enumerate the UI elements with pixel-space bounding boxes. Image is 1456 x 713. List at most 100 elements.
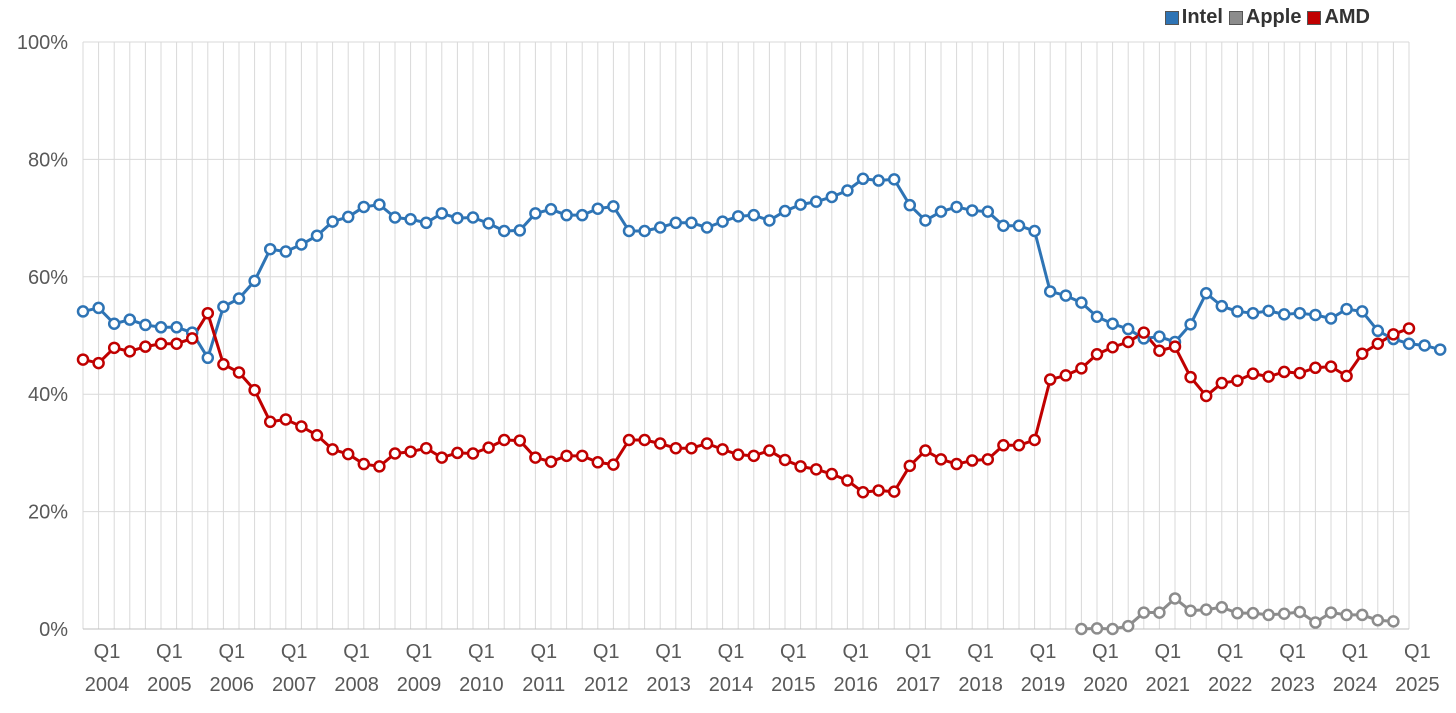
data-point-amd [1262, 370, 1275, 383]
data-point-intel [841, 184, 854, 197]
data-point-amd [622, 433, 636, 447]
data-point-intel [856, 172, 870, 186]
data-point-amd [388, 447, 402, 460]
data-point-amd [279, 413, 293, 426]
y-tick-label: 60% [28, 267, 68, 289]
data-point-intel [1402, 337, 1416, 350]
data-point-amd [326, 443, 339, 456]
data-point-apple [1075, 622, 1088, 636]
data-point-amd [747, 449, 761, 463]
data-point-amd [1231, 374, 1244, 387]
data-point-amd [170, 337, 183, 350]
x-tick-quarter: Q1 [1342, 641, 1369, 663]
data-point-apple [1106, 622, 1119, 636]
data-point-amd [575, 449, 589, 463]
data-point-intel [1106, 317, 1119, 331]
y-tick-label: 40% [28, 384, 68, 406]
x-tick-quarter: Q1 [593, 641, 620, 663]
x-tick-quarter: Q1 [905, 641, 932, 663]
x-tick-year: 2014 [709, 674, 754, 696]
data-point-intel [139, 318, 152, 332]
data-point-intel [217, 300, 230, 313]
x-tick-year: 2022 [1208, 674, 1253, 696]
x-tick-year: 2021 [1146, 674, 1191, 696]
legend-item-intel[interactable]: Intel [1164, 6, 1223, 29]
data-point-amd [965, 454, 979, 467]
y-tick-label: 100% [17, 32, 68, 54]
data-point-amd [1121, 335, 1135, 349]
x-tick-year: 2016 [834, 674, 879, 696]
data-point-amd [1184, 370, 1197, 384]
legend: Intel Apple AMD [1164, 6, 1370, 29]
grid [82, 41, 1410, 630]
data-point-amd [809, 463, 823, 476]
data-point-amd [1199, 389, 1213, 403]
data-point-intel [965, 204, 979, 217]
data-point-amd [76, 353, 90, 366]
legend-item-apple[interactable]: Apple [1228, 6, 1301, 29]
legend-item-amd[interactable]: AMD [1307, 6, 1370, 29]
data-point-amd [560, 449, 573, 463]
data-point-intel [638, 224, 651, 238]
data-point-amd [1293, 366, 1307, 380]
data-point-intel [513, 224, 527, 237]
x-tick-year: 2015 [771, 674, 816, 696]
data-point-apple [1199, 603, 1213, 616]
y-axis: 0% 20% 40% 60% 80% 100% [17, 32, 68, 641]
data-point-amd [794, 460, 807, 473]
x-tick-quarter: Q1 [780, 641, 807, 663]
data-point-apple [1168, 592, 1182, 605]
data-point-amd [638, 433, 651, 447]
x-tick-quarter: Q1 [718, 641, 745, 663]
data-point-amd [1277, 365, 1291, 379]
data-point-intel [794, 198, 807, 211]
data-point-amd [451, 446, 464, 460]
data-point-amd [544, 455, 558, 468]
x-tick-year: 2010 [459, 674, 504, 696]
data-point-amd [1059, 369, 1073, 382]
data-point-amd [997, 439, 1010, 452]
data-point-amd [404, 445, 417, 458]
data-point-amd [934, 453, 948, 466]
data-point-apple [1262, 608, 1275, 622]
data-point-amd [154, 337, 168, 350]
data-point-amd [1371, 337, 1385, 350]
data-point-intel [591, 202, 605, 215]
data-point-intel [778, 204, 792, 218]
x-tick-year: 2025 [1395, 674, 1440, 696]
data-point-intel [997, 219, 1010, 232]
data-point-amd [263, 415, 277, 429]
x-tick-quarter: Q1 [1030, 641, 1057, 663]
data-point-amd [1043, 373, 1057, 386]
data-point-amd [872, 484, 885, 497]
data-point-amd [201, 306, 215, 320]
x-tick-year: 2011 [522, 674, 565, 696]
data-point-apple [1340, 608, 1353, 622]
data-point-intel [1012, 219, 1026, 232]
x-tick-quarter: Q1 [468, 641, 495, 663]
data-point-intel [1340, 302, 1353, 316]
data-point-intel [1309, 308, 1322, 322]
x-tick-quarter: Q1 [655, 641, 682, 663]
data-point-apple [1371, 613, 1385, 627]
data-point-intel [1231, 305, 1244, 318]
x-tick-year: 2009 [397, 674, 442, 696]
data-point-amd [981, 453, 995, 466]
data-point-amd [653, 437, 667, 450]
x-tick-quarter: Q1 [281, 641, 308, 663]
data-point-intel [388, 211, 402, 224]
x-tick-year: 2005 [147, 674, 192, 696]
data-point-amd [1340, 369, 1353, 383]
x-tick-quarter: Q1 [530, 641, 557, 663]
series-line-amd [82, 311, 1410, 494]
data-point-intel [123, 313, 137, 326]
data-point-intel [1153, 330, 1166, 343]
data-point-intel [731, 210, 745, 223]
x-tick-year: 2007 [272, 674, 317, 696]
data-point-intel [404, 213, 417, 226]
data-point-intel [451, 211, 464, 225]
data-point-intel [497, 224, 511, 238]
data-point-intel [248, 274, 261, 288]
data-point-amd [1106, 340, 1119, 354]
data-point-amd [1137, 326, 1151, 339]
